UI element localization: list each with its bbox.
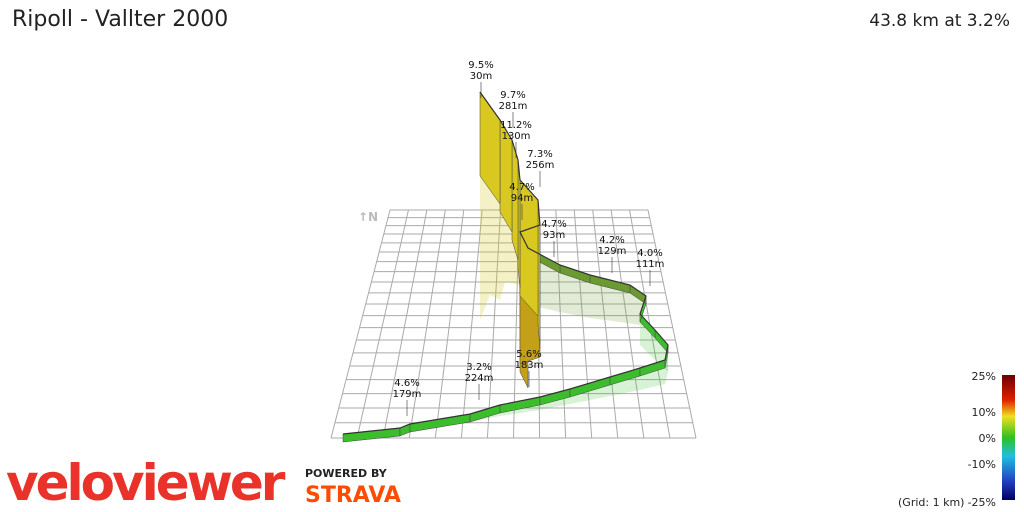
annotation-grade: 4.0% (637, 248, 662, 259)
annotation-grade: 4.7% (541, 219, 566, 230)
annotation-length: 130m (502, 131, 531, 142)
annotation-grade: 5.6% (516, 349, 541, 360)
annotation-grade: 3.2% (466, 362, 491, 373)
route-profile (342, 91, 669, 443)
grid-line (592, 209, 619, 439)
strava: STRAVA (305, 483, 401, 508)
annotation-length: 94m (511, 193, 533, 204)
annotation-length: 129m (598, 246, 627, 257)
ribbon (342, 427, 401, 443)
grid-note: (Grid: 1 km) (898, 496, 964, 509)
grid-line (356, 209, 409, 439)
annotation-length: 111m (636, 259, 665, 270)
annotation-length: 281m (499, 101, 528, 112)
grid-line (434, 209, 465, 439)
annotation-length: 256m (526, 160, 555, 171)
legend-label: 0% (979, 432, 996, 445)
annotation-grade: 4.6% (394, 378, 419, 389)
annotation-grade: 9.5% (468, 60, 493, 71)
annotation-grade: 9.7% (500, 90, 525, 101)
annotation-grade: 11.2% (500, 120, 532, 131)
annotation-grade: 4.7% (509, 182, 534, 193)
grid-line (573, 209, 593, 439)
annotation-grade: 4.2% (599, 235, 624, 246)
annotation-length: 224m (465, 373, 494, 384)
grid-line (647, 209, 697, 439)
title: Ripoll - Vallter 2000 (12, 7, 228, 32)
summary: 43.8 km at 3.2% (869, 11, 1010, 31)
grid-line (330, 209, 391, 439)
route-line (342, 91, 669, 435)
grid-line (555, 209, 567, 439)
grid-line (460, 209, 483, 439)
legend-label: 25% (972, 370, 996, 383)
grid-line (408, 209, 446, 439)
annotation-length: 93m (543, 230, 565, 241)
annotation-length: 183m (515, 360, 544, 371)
legend-label: 10% (972, 406, 996, 419)
color-scale (1002, 375, 1015, 500)
compass: ↑N (358, 210, 378, 224)
legend: 25% 10% 0% -10% -25% (968, 370, 996, 509)
grid-line (610, 209, 645, 439)
legend-label: -10% (968, 458, 996, 471)
legend-label: -25% (968, 496, 996, 509)
powered-by: POWERED BY (305, 467, 388, 480)
logo: veloviewer (6, 454, 286, 512)
annotations: 9.5%30m9.7%281m11.2%130m7.3%256m4.7%94m4… (393, 60, 665, 416)
annotation-length: 30m (470, 71, 492, 82)
grid-line (486, 209, 502, 439)
annotation-length: 179m (393, 389, 422, 400)
grid-line (382, 209, 428, 439)
annotation-grade: 7.3% (527, 149, 552, 160)
